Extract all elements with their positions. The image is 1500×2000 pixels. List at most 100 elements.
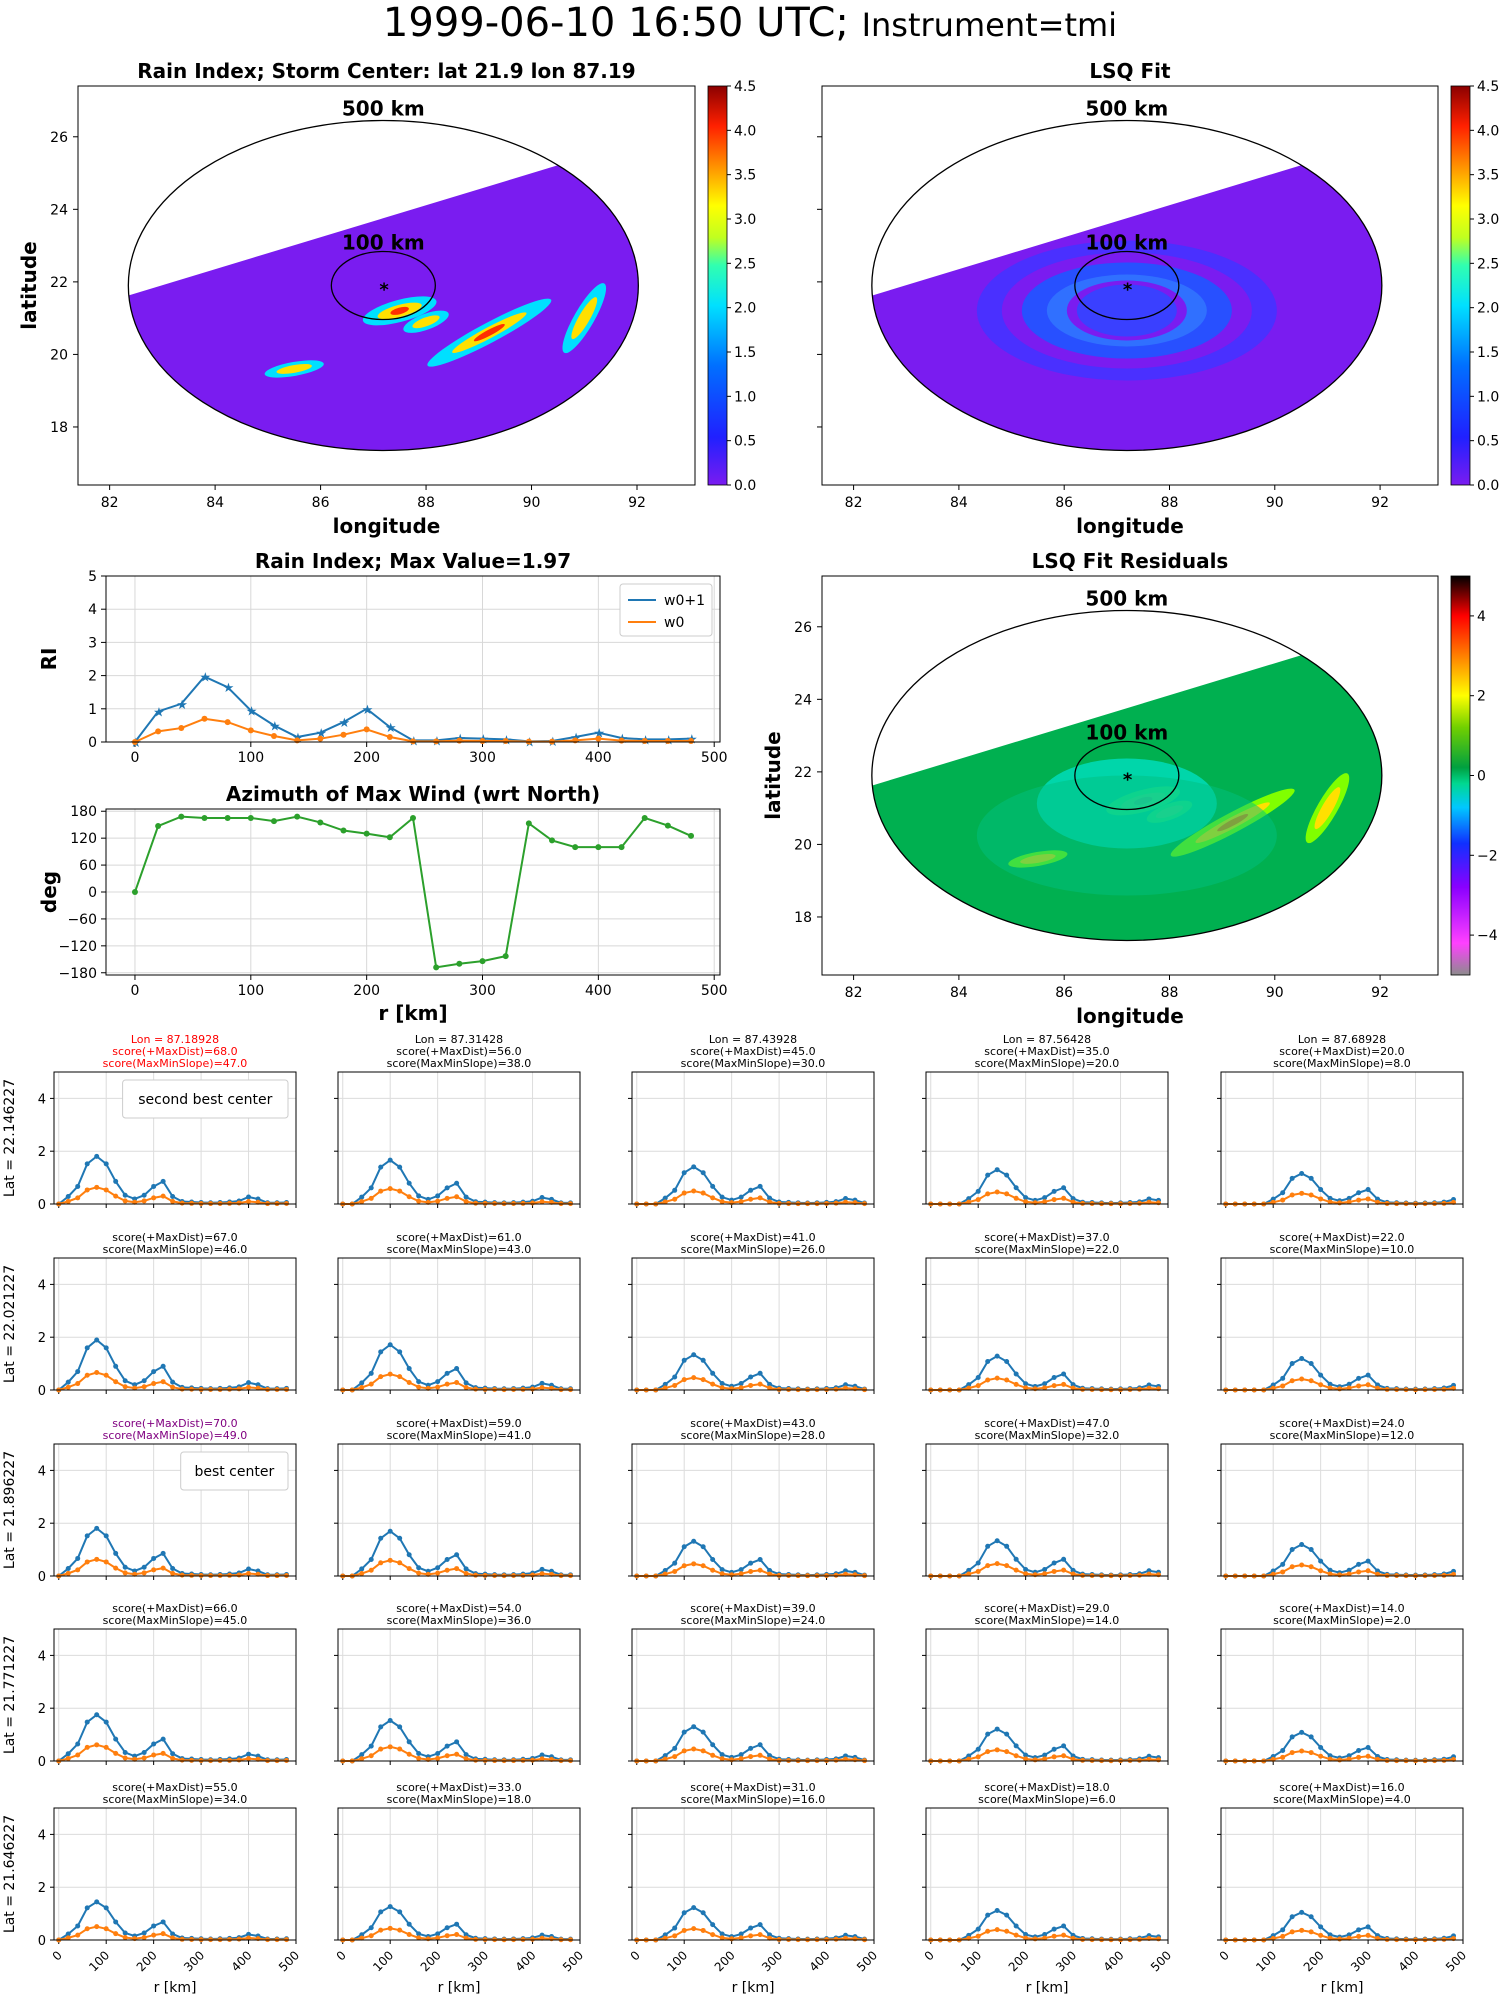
data-point bbox=[255, 1571, 261, 1577]
panel-title-line: score(MaxMinSlope)=38.0 bbox=[387, 1057, 532, 1070]
data-point bbox=[748, 1382, 754, 1388]
data-point bbox=[444, 1185, 450, 1191]
data-point bbox=[141, 1198, 147, 1204]
grid-panel: score(+MaxDist)=41.0score(MaxMinSlope)=2… bbox=[628, 1231, 875, 1394]
x-tick-label: 400 bbox=[807, 1948, 833, 1974]
storm-center-marker: * bbox=[1123, 280, 1133, 301]
data-point bbox=[340, 731, 347, 738]
data-point bbox=[539, 1199, 545, 1205]
data-point bbox=[406, 1379, 412, 1385]
data-point bbox=[710, 1370, 716, 1376]
data-point: ★ bbox=[199, 671, 211, 686]
data-point bbox=[435, 1931, 441, 1937]
data-point bbox=[994, 1907, 1000, 1913]
data-point bbox=[178, 725, 185, 732]
data-point bbox=[1061, 1185, 1067, 1191]
panel-title-line: score(+MaxDist)=66.0 bbox=[112, 1602, 237, 1615]
y-tick-label: 180 bbox=[70, 804, 97, 820]
data-point bbox=[985, 1731, 991, 1737]
data-point bbox=[170, 1193, 176, 1199]
data-point bbox=[1318, 1187, 1324, 1193]
legend-label: w0+1 bbox=[664, 593, 705, 609]
data-point bbox=[65, 1751, 71, 1757]
plot-frame bbox=[925, 1071, 1169, 1205]
colorbar-tick-label: 2.5 bbox=[1477, 256, 1499, 272]
panel-title-line: score(+MaxDist)=16.0 bbox=[1279, 1781, 1404, 1794]
data-point bbox=[539, 1752, 545, 1758]
x-tick-label: 500 bbox=[854, 1948, 880, 1974]
data-point bbox=[236, 1200, 242, 1206]
data-point bbox=[975, 1746, 981, 1752]
data-point: ★ bbox=[362, 703, 374, 718]
data-point bbox=[710, 1922, 716, 1928]
data-point bbox=[103, 1372, 109, 1378]
data-point bbox=[416, 1379, 422, 1385]
data-point bbox=[738, 1752, 744, 1758]
data-point bbox=[1061, 1556, 1067, 1562]
x-tick-label: 84 bbox=[206, 495, 224, 511]
data-point bbox=[1023, 1381, 1029, 1387]
data-point bbox=[435, 1193, 441, 1199]
x-tick-label: 300 bbox=[1053, 1948, 1079, 1974]
rain-peak bbox=[473, 324, 505, 342]
data-point bbox=[1042, 1385, 1048, 1391]
x-tick-label: 300 bbox=[181, 1948, 207, 1974]
data-point bbox=[463, 1756, 469, 1762]
grid-panel: score(+MaxDist)=39.0score(MaxMinSlope)=2… bbox=[628, 1602, 875, 1765]
rain-index-profile: 0100200300400500012345★★★★★★★★★★★★★★★★★★… bbox=[37, 549, 728, 766]
data-point bbox=[1013, 1753, 1019, 1759]
y-tick-label: 26 bbox=[794, 620, 812, 636]
data-point bbox=[492, 1386, 498, 1392]
data-point bbox=[155, 823, 162, 830]
data-point bbox=[691, 1538, 697, 1544]
data-point bbox=[1346, 1935, 1352, 1941]
data-point bbox=[738, 1571, 744, 1577]
data-point bbox=[1356, 1375, 1362, 1381]
data-point bbox=[757, 1742, 763, 1748]
x-tick-label: 200 bbox=[134, 1948, 160, 1974]
grid-panel: 0 100 200 300 400 500 score(+MaxDist)=33.0scor… bbox=[334, 1781, 587, 1996]
data-point bbox=[1051, 1754, 1057, 1760]
data-point bbox=[994, 1561, 1000, 1567]
data-point bbox=[122, 1935, 128, 1941]
data-point bbox=[227, 1936, 233, 1942]
data-point bbox=[966, 1196, 972, 1202]
colorbar-gradient bbox=[1450, 575, 1471, 976]
x-tick-label: 90 bbox=[523, 495, 541, 511]
data-point bbox=[170, 1931, 176, 1937]
colorbar-tick-label: 4.0 bbox=[734, 123, 756, 139]
data-point bbox=[757, 1183, 763, 1189]
data-point bbox=[378, 1927, 384, 1933]
data-point bbox=[691, 1561, 697, 1567]
data-point bbox=[1051, 1560, 1057, 1566]
data-point bbox=[985, 1191, 991, 1197]
data-point bbox=[1023, 1935, 1029, 1941]
x-tick-label: 100 bbox=[1253, 1948, 1279, 1974]
panel-title-line: score(MaxMinSlope)=41.0 bbox=[387, 1429, 532, 1442]
colorbar-tick-label: 0.0 bbox=[734, 478, 756, 494]
y-axis-label: RI bbox=[37, 648, 61, 671]
data-point bbox=[387, 1925, 393, 1931]
data-point bbox=[700, 1377, 706, 1383]
data-point: ★ bbox=[315, 727, 327, 742]
panel-title-line: score(MaxMinSlope)=36.0 bbox=[387, 1614, 532, 1627]
data-point bbox=[710, 1381, 716, 1387]
data-point bbox=[1070, 1571, 1076, 1577]
data-point bbox=[416, 1931, 422, 1937]
row-label: Lat = 22.021227 bbox=[2, 1265, 18, 1383]
data-point bbox=[201, 814, 208, 821]
data-point bbox=[368, 1753, 374, 1759]
data-point bbox=[1308, 1929, 1314, 1935]
plot-frame bbox=[77, 85, 696, 486]
panel-title-line: score(MaxMinSlope)=10.0 bbox=[1270, 1243, 1415, 1256]
data-point bbox=[710, 1557, 716, 1563]
plot-frame bbox=[631, 1257, 875, 1391]
ring-label-100km: 100 km bbox=[342, 231, 425, 255]
data-point bbox=[1337, 1572, 1343, 1578]
data-point bbox=[435, 1755, 441, 1761]
grid-panel: 0 100 200 300 400 500 score(+MaxDist)=31.0scor… bbox=[628, 1781, 881, 1996]
colorbar-tick-label: 0.5 bbox=[734, 434, 756, 450]
data-point bbox=[1356, 1569, 1362, 1575]
data-point bbox=[748, 1925, 754, 1931]
